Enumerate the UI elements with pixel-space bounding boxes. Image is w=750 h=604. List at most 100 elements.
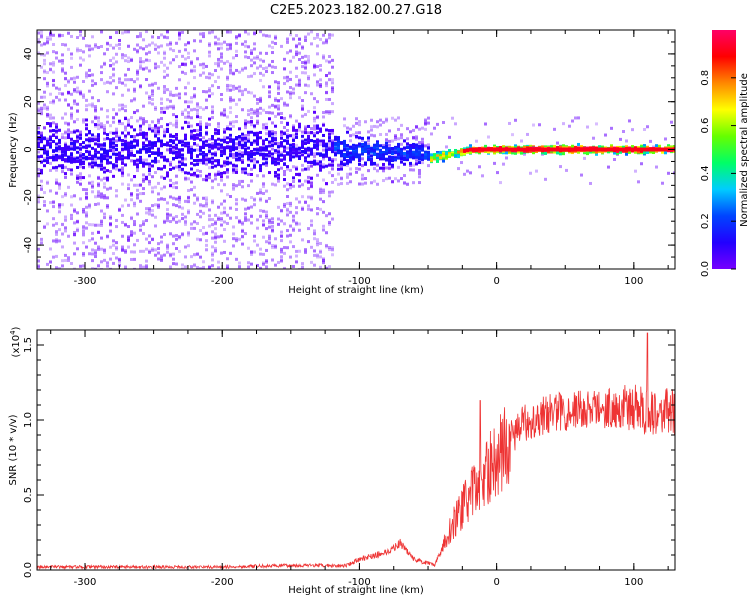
spectrogram-halo-cell	[142, 173, 145, 177]
spectrogram-cell	[265, 137, 268, 141]
spectrogram-cell	[415, 147, 418, 151]
spectrogram-cell	[625, 152, 628, 156]
spectrogram-halo-cell	[49, 32, 52, 36]
spectrogram-halo-cell	[208, 94, 211, 98]
spectrogram-cell	[376, 140, 379, 144]
spectrogram-halo-cell	[91, 35, 94, 39]
spectrogram-cell	[319, 164, 322, 168]
spectrogram-halo-cell	[142, 119, 145, 123]
spectrogram-cell	[316, 126, 319, 130]
spectrogram-cell	[94, 123, 97, 127]
spectrogram-cell	[214, 159, 217, 163]
spectrogram-halo-cell	[235, 120, 238, 124]
spectrogram-halo-cell	[82, 251, 85, 255]
spectrogram-cell	[541, 145, 544, 149]
spectrogram-halo-cell	[226, 60, 229, 64]
spectrogram-halo-cell	[277, 260, 280, 264]
spectrogram-halo-cell	[283, 76, 286, 80]
spectrogram-halo-cell	[634, 169, 637, 173]
spectrogram-halo-cell	[211, 264, 214, 268]
spectrogram-halo-cell	[259, 30, 262, 34]
spectrogram-halo-cell	[118, 80, 121, 84]
spectrogram-halo-cell	[349, 167, 352, 171]
spectrogram-cell	[136, 165, 139, 169]
spectrogram-cell	[652, 151, 655, 155]
spectrogram-halo-cell	[73, 88, 76, 92]
spectrogram-halo-cell	[151, 248, 154, 252]
spectrogram-halo-cell	[184, 199, 187, 203]
spectrogram-cell	[127, 143, 130, 147]
spectrogram-cell	[196, 115, 199, 119]
spectrogram-halo-cell	[241, 242, 244, 246]
spectrogram-halo-cell	[193, 39, 196, 43]
spectrogram-halo-cell	[256, 55, 259, 59]
spectrogram-halo-cell	[97, 182, 100, 186]
spectrogram-halo-cell	[61, 61, 64, 65]
spectrogram-halo-cell	[301, 45, 304, 49]
spectrogram-cell	[61, 166, 64, 170]
spectrogram-cell	[64, 143, 67, 147]
spectrogram-halo-cell	[112, 62, 115, 66]
spectrogram-cell	[307, 141, 310, 145]
spectrogram-cell	[235, 170, 238, 174]
spectrogram-halo-cell	[241, 42, 244, 46]
spectrogram-cell	[469, 145, 472, 149]
spectrogram-halo-cell	[199, 73, 202, 77]
spectrogram-cell	[106, 149, 109, 153]
spectrogram-cell	[67, 159, 70, 163]
spectrogram-cell	[439, 150, 442, 154]
spectrogram-cell	[64, 150, 67, 154]
spectrogram-halo-cell	[307, 152, 310, 156]
spectrogram-peak-cell	[469, 147, 472, 152]
spectrogram-halo-cell	[190, 60, 193, 64]
spectrogram-cell	[157, 147, 160, 151]
spectrogram-cell	[103, 154, 106, 158]
spectrogram-cell	[166, 127, 169, 131]
spectrogram-halo-cell	[445, 145, 448, 149]
spectrogram-cell	[241, 146, 244, 150]
spectrogram-halo-cell	[79, 33, 82, 37]
spectrogram-halo-cell	[280, 247, 283, 251]
spectrogram-halo-cell	[112, 108, 115, 112]
spectrogram-halo-cell	[37, 126, 40, 130]
spectrogram-halo-cell	[100, 71, 103, 75]
spectrogram-halo-cell	[52, 33, 55, 37]
spectrogram-cell	[103, 143, 106, 147]
spectrogram-halo-cell	[148, 234, 151, 238]
spectrogram-halo-cell	[283, 67, 286, 71]
spectrogram-halo-cell	[43, 53, 46, 57]
spectrogram-cell	[349, 153, 352, 157]
spectrogram-cell	[307, 124, 310, 128]
spectrogram-halo-cell	[322, 261, 325, 265]
spectrogram-halo-cell	[253, 42, 256, 46]
spectrogram-halo-cell	[145, 247, 148, 251]
spectrogram-cell	[184, 135, 187, 139]
spectrogram-cell	[253, 152, 256, 156]
spectrogram-halo-cell	[268, 218, 271, 222]
spectrogram-halo-cell	[199, 161, 202, 165]
spectrogram-cell	[274, 170, 277, 174]
spectrogram-halo-cell	[388, 139, 391, 143]
spectrogram-cell	[232, 146, 235, 150]
spectrogram-halo-cell	[568, 124, 571, 128]
spectrogram-cell	[103, 148, 106, 152]
spectrogram-halo-cell	[481, 174, 484, 178]
spectrogram-halo-cell	[331, 90, 334, 94]
spectrogram-peak-cell	[652, 147, 655, 152]
spectrogram-halo-cell	[124, 136, 127, 140]
spectrogram-cell	[223, 130, 226, 134]
spectrogram-cell	[175, 137, 178, 141]
spectrogram-halo-cell	[67, 185, 70, 189]
spectrogram-cell	[322, 144, 325, 148]
spectrogram-cell	[55, 129, 58, 133]
spectrogram-halo-cell	[226, 83, 229, 87]
spectrogram-cell	[160, 155, 163, 159]
spectrogram-cell	[70, 137, 73, 141]
spectrogram-halo-cell	[205, 75, 208, 79]
spectrogram-halo-cell	[76, 109, 79, 113]
spectrogram-cell	[67, 133, 70, 137]
spectrogram-halo-cell	[106, 261, 109, 265]
spectrogram-halo-cell	[46, 262, 49, 266]
spectrogram-halo-cell	[235, 207, 238, 211]
spectrogram-halo-cell	[322, 259, 325, 263]
